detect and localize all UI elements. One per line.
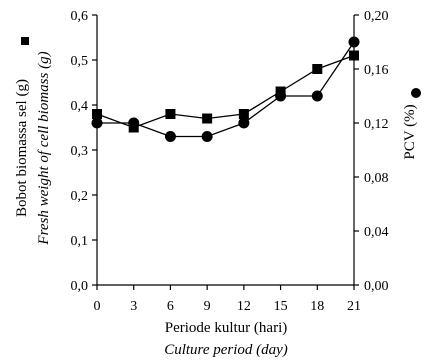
y-left-tick-label: 0,2 [71, 189, 89, 204]
data-point-circle [201, 131, 213, 142]
y-left-tick-label: 0,3 [71, 144, 89, 159]
data-point-circle [275, 90, 287, 102]
y-right-tick-label: 0,00 [364, 279, 389, 294]
x-tick-label: 0 [94, 299, 101, 314]
y-left-tick-label: 0,1 [71, 234, 89, 249]
y-right-tick-label: 0,08 [364, 171, 389, 186]
axes [96, 15, 355, 286]
x-tick-label: 6 [167, 299, 174, 314]
series [91, 36, 360, 142]
data-point-square [202, 113, 213, 124]
data-point-square [312, 64, 323, 74]
data-point-square [165, 109, 176, 119]
y-right-tick-label: 0,04 [364, 225, 389, 240]
data-point-circle [91, 117, 103, 129]
data-point-circle [238, 117, 250, 129]
x-tick-label: 18 [310, 299, 324, 314]
ticks: 0,0 0,1 0,2 0,3 0,4 0,5 0,6 0,00 0,04 0,08 0,12 0,1… [71, 9, 389, 314]
y-right-tick-label: 0,16 [364, 63, 389, 78]
y-left-axis-title-en: Fresh weight of cell biomass (g) [36, 51, 52, 245]
data-point-circle [348, 36, 360, 48]
data-point-square [238, 109, 249, 119]
y-right-tick-label: 0,20 [364, 9, 389, 24]
y-right-axis-title: PCV (%) [402, 104, 418, 159]
x-tick-label: 9 [204, 299, 211, 314]
y-right-tick-label: 0,12 [364, 117, 389, 132]
data-point-circle [164, 131, 176, 142]
x-axis-title: Periode kultur (hari) [165, 320, 287, 336]
series-line-circle [97, 41, 355, 138]
legend-circle-marker [411, 88, 421, 98]
data-point-square [349, 50, 359, 61]
x-tick-label: 12 [237, 299, 251, 314]
data-point-square [92, 109, 102, 119]
y-left-tick-label: 0,6 [71, 9, 89, 24]
y-left-tick-label: 0,4 [71, 99, 89, 114]
y-left-axis-title: Bobot biomassa sel (g) [14, 79, 30, 217]
x-tick-label: 3 [130, 299, 137, 314]
x-axis-title-en: Culture period (day) [164, 342, 288, 358]
y-left-tick-label: 0,0 [71, 279, 89, 294]
x-tick-label: 15 [274, 299, 288, 314]
x-tick-label: 21 [347, 299, 361, 314]
data-point-circle [128, 117, 140, 129]
y-left-tick-label: 0,5 [71, 54, 89, 69]
data-point-circle [311, 90, 323, 102]
legend-square-marker [21, 37, 29, 45]
